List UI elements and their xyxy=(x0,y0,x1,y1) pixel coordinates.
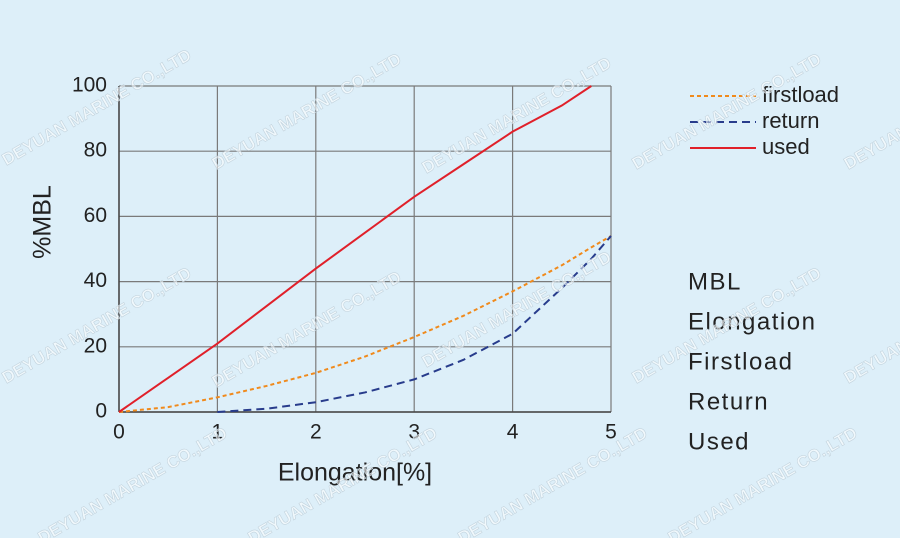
x-tick-label: 4 xyxy=(507,421,519,444)
y-tick-label: 80 xyxy=(84,139,107,162)
watermark: DEYUAN MARINE CO.,LTD xyxy=(35,423,231,538)
watermark: DEYUAN MARINE CO.,LTD xyxy=(455,423,651,538)
annotation: Elongation xyxy=(688,308,816,335)
watermark: DEYUAN MARINE CO.,LTD xyxy=(419,247,615,371)
series-line xyxy=(118,85,592,413)
y-tick-label: 100 xyxy=(72,74,107,97)
x-tick-label: 5 xyxy=(605,421,617,444)
legend-label: firstload xyxy=(762,82,839,107)
annotation: Return xyxy=(688,388,769,415)
x-axis-label: Elongation[%] xyxy=(278,459,432,487)
watermark: DEYUAN MARINE CO.,LTD xyxy=(209,267,405,391)
legend-label: return xyxy=(762,108,819,133)
x-tick-label: 2 xyxy=(310,421,322,444)
series-line xyxy=(217,235,612,413)
watermark: DEYUAN MARINE CO.,LTD xyxy=(841,263,900,387)
y-tick-label: 40 xyxy=(84,269,107,292)
x-tick-label: 1 xyxy=(212,421,224,444)
legend-label: used xyxy=(762,134,810,159)
annotation: MBL xyxy=(688,268,742,295)
watermark: DEYUAN MARINE CO.,LTD xyxy=(419,53,615,177)
y-tick-label: 60 xyxy=(84,204,107,227)
annotation: Firstload xyxy=(688,348,794,375)
annotation: Used xyxy=(688,428,750,455)
y-tick-label: 20 xyxy=(84,334,107,357)
watermark: DEYUAN MARINE CO.,LTD xyxy=(209,49,405,173)
x-tick-label: 3 xyxy=(408,421,420,444)
series-line xyxy=(118,235,612,413)
y-axis-label: %MBL xyxy=(29,185,57,259)
watermark: DEYUAN MARINE CO.,LTD xyxy=(841,49,900,173)
x-tick-label: 0 xyxy=(113,421,125,444)
y-tick-label: 0 xyxy=(95,400,107,423)
